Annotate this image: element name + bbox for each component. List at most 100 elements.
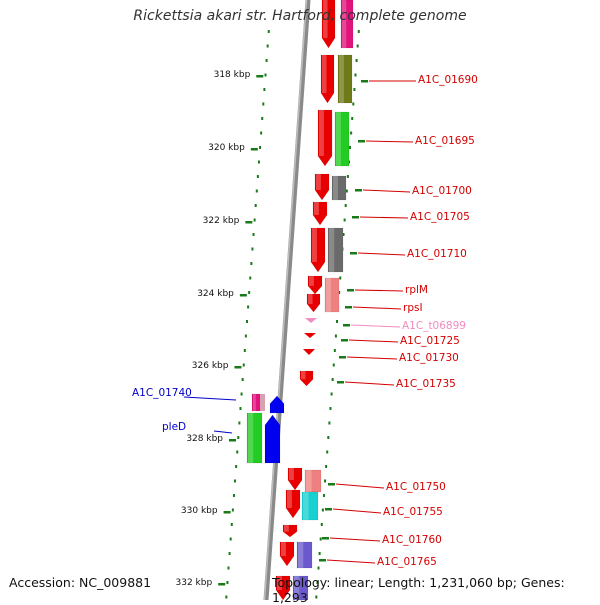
gene-label[interactable]: pleD	[162, 421, 187, 433]
ruler-dot	[249, 276, 252, 280]
page-title: Rickettsia akari str. Hartford, complete…	[133, 8, 467, 24]
gene-feature-left	[269, 395, 285, 414]
label-anchor-tick	[352, 216, 359, 219]
gene-label[interactable]: A1C_01730	[399, 352, 459, 364]
ruler-dot	[260, 131, 263, 135]
gene-label[interactable]: A1C_01700	[412, 185, 472, 197]
gene-label[interactable]: rplM	[405, 284, 428, 296]
gene-feature-shade	[309, 276, 314, 286]
label-leader	[346, 356, 398, 360]
ruler-dot-right	[355, 59, 358, 62]
ruler-dot-right	[350, 131, 353, 135]
gene-feature	[299, 370, 314, 387]
gene-feature-shade	[284, 525, 289, 532]
label-leader	[344, 381, 395, 386]
gene-feature-left	[264, 414, 281, 464]
ruler-dot	[226, 581, 229, 584]
gene-label[interactable]: A1C_01750	[386, 481, 446, 493]
gene-label[interactable]: A1C_01760	[382, 534, 442, 546]
ruler-dot	[262, 102, 265, 106]
cog-box-left-shade	[253, 394, 256, 411]
cog-box-shade	[294, 576, 300, 600]
label-leader	[183, 396, 237, 401]
cog-box	[331, 175, 347, 201]
ruler-dot-right	[325, 465, 328, 468]
gene-label[interactable]: A1C_01755	[383, 506, 443, 518]
ruler-dot	[265, 59, 268, 62]
gene-label[interactable]: A1C_01725	[400, 335, 460, 347]
label-anchor-tick	[345, 306, 352, 309]
cog-box-shade	[326, 278, 331, 312]
gene-label[interactable]: A1C_01710	[407, 248, 467, 260]
ruler-dot-right	[345, 189, 348, 193]
gene-label[interactable]: A1C_01695	[415, 135, 475, 147]
kbp-tick-label: 318 kbp	[213, 70, 251, 80]
ruler-dot	[238, 421, 241, 425]
gene-feature-shade	[301, 371, 306, 380]
label-anchor-tick	[319, 559, 326, 562]
ruler-dot-right	[343, 218, 346, 222]
cog-box	[296, 541, 313, 569]
ruler-dot-right	[331, 378, 334, 381]
cog-box	[337, 54, 353, 104]
ruler-dot	[253, 218, 256, 222]
cog-box-left	[246, 412, 263, 464]
label-anchor-tick	[355, 189, 362, 192]
gene-feature	[312, 201, 328, 226]
label-leader	[326, 559, 376, 564]
ruler-dot-right	[320, 523, 323, 526]
ruler-dot	[242, 363, 245, 367]
ruler-dot-right	[324, 479, 327, 483]
ruler-dot-right	[317, 566, 320, 570]
gene-label[interactable]: A1C_01690	[418, 74, 478, 86]
gene-label[interactable]: A1C_01705	[410, 211, 470, 223]
ruler-dot-right	[319, 537, 322, 541]
kbp-tick-label: 328 kbp	[186, 434, 223, 444]
ruler-dot-right	[346, 175, 349, 178]
label-anchor-tick	[343, 324, 350, 327]
kbp-tick-label: 330 kbp	[180, 506, 218, 516]
kbp-tick-mark	[234, 366, 242, 369]
ruler-dot-right	[338, 291, 341, 294]
ruler-dot-right	[349, 146, 352, 149]
gene-feature-shade	[287, 490, 292, 508]
label-leader	[329, 537, 381, 542]
ruler-dot-right	[322, 494, 325, 497]
ruler-dot	[248, 291, 251, 294]
gene-label[interactable]: rpsI	[403, 302, 423, 314]
label-anchor-tick	[358, 140, 365, 143]
gene-label[interactable]: A1C_01735	[396, 378, 456, 390]
label-leader	[362, 189, 411, 193]
label-leader	[365, 140, 414, 143]
gene-feature	[303, 349, 315, 355]
cog-box	[324, 277, 340, 313]
kbp-tick-mark	[218, 583, 226, 586]
ruler-dot-right	[351, 117, 354, 120]
gene-feature-shade	[289, 468, 294, 481]
label-anchor-tick	[325, 508, 332, 511]
ruler-dot	[241, 378, 244, 381]
gene-label[interactable]: A1C_01740	[132, 387, 192, 399]
label-leader	[348, 339, 399, 343]
ruler-dot	[231, 508, 234, 512]
kbp-tick-mark	[239, 294, 247, 297]
ruler-dot	[247, 305, 250, 309]
gene-label[interactable]: A1C_t06899	[402, 320, 466, 332]
gene-feature	[287, 467, 303, 491]
ruler-dot-right	[339, 276, 342, 280]
kbp-tick-label: 326 kbp	[191, 361, 229, 371]
ruler-dot	[266, 44, 269, 48]
ruler-dot	[240, 392, 243, 396]
gene-feature	[304, 333, 316, 338]
gene-feature	[275, 575, 291, 600]
gene-feature-shade	[323, 0, 328, 38]
ruler-dot-right	[334, 334, 337, 338]
gene-label[interactable]: A1C_01765	[377, 556, 437, 568]
ruler-dot	[244, 334, 247, 338]
ruler-dot-right	[329, 407, 332, 410]
ruler-dot	[230, 523, 233, 526]
ruler-dot	[239, 407, 242, 410]
ruler-dot	[257, 160, 260, 164]
gene-feature-shade	[312, 228, 317, 262]
